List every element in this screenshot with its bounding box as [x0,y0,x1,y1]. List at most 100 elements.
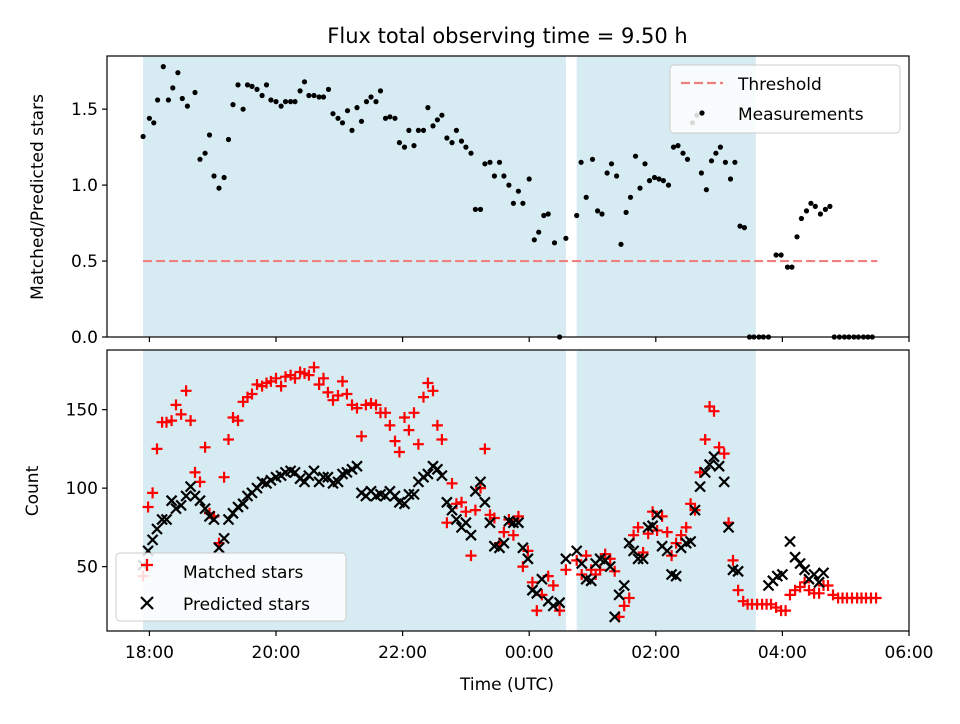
predicted-star-point [713,460,725,472]
measurement-point [526,176,532,182]
predicted-star-point [703,458,716,471]
matched-star-point [194,476,206,488]
measurement-point [778,252,784,258]
measurement-point [363,99,370,105]
x-tick-label: 20:00 [252,643,301,663]
matched-star-point [246,388,258,400]
measurement-point [165,97,171,103]
matched-star-point [337,375,348,387]
measurement-point [240,106,246,112]
predicted-star-point [813,576,825,589]
matched-star-point [332,390,344,401]
predicted-star-point [474,476,487,488]
predicted-star-point [194,494,206,507]
predicted-star-point [808,568,820,581]
matched-star-point [531,605,543,617]
measurement-point [536,229,542,235]
predicted-star-point [389,490,401,502]
measurement-point [651,174,658,181]
predicted-star-point [732,565,744,578]
predicted-star-point [351,460,363,472]
predicted-star-point [637,553,649,565]
predicted-star-point [403,488,415,501]
predicted-star-point [708,450,720,463]
measurement-point [491,173,497,179]
matched-star-point [322,386,334,398]
measurement-point [506,182,512,188]
measurement-point [216,185,222,191]
predicted-star-point [613,589,625,601]
measurement-point [170,85,176,91]
y-tick-label: 0.0 [71,328,98,348]
predicted-star-point [180,490,192,502]
x-tick-label: 18:00 [125,643,174,663]
measurement-point [595,208,601,214]
measurement-point [392,115,398,121]
matched-star-point [469,504,481,516]
predicted-star-point [651,509,663,521]
measurement-point [623,209,629,215]
measurement-point [708,158,715,164]
measurement-point [589,156,596,162]
predicted-star-point [536,573,548,585]
measurement-point [472,206,478,212]
top-axes-frame [106,55,910,338]
legend-predicted-swatch [140,596,154,610]
measurement-point [179,95,185,102]
measurement-point [339,120,346,126]
predicted-star-point [317,471,330,483]
measurement-point [358,118,365,124]
measurement-point [244,82,251,88]
measurement-point [140,133,146,140]
predicted-star-point [689,504,701,516]
measurement-point [798,215,805,222]
legend-threshold-label: Threshold [737,75,822,95]
matched-stars-points [137,361,882,623]
predicted-star-point [699,466,711,479]
measurement-point [477,206,484,212]
predicted-star-point [531,587,543,600]
matched-star-point [870,592,882,604]
predicted-star-point [175,499,187,512]
measurement-point [784,264,791,270]
measurement-point [211,173,217,179]
matched-star-point [161,416,172,428]
matched-star-point [623,592,635,604]
measurement-point [382,115,389,121]
matched-star-point [313,379,325,390]
measurement-point [175,70,181,76]
predicted-star-point [479,496,491,509]
matched-star-point [170,399,182,411]
measurement-point [803,208,810,214]
predicted-star-point [646,520,659,532]
predicted-star-point [170,502,182,515]
measurement-point [184,103,190,109]
matched-star-point [270,372,282,384]
matched-star-point [571,554,583,566]
measurement-point [401,144,408,150]
predicted-star-point [465,529,477,541]
top-y-ticks: 0.0 0.5 1.0 1.5 [71,100,107,348]
matched-star-point [594,564,606,576]
matched-star-point [727,554,739,566]
x-tick-label: 06:00 [885,643,934,663]
matched-star-point [431,419,443,431]
matched-star-point [351,402,363,414]
matched-star-point [275,380,287,392]
measurement-point [249,83,255,89]
measurement-point [311,92,317,99]
matched-star-point [507,529,519,541]
measurement-point [396,140,402,146]
measurement-point [335,115,341,121]
observing-span [143,56,566,337]
predicted-star-point [553,596,566,609]
matched-star-point [460,506,472,518]
matched-star-point [632,521,644,533]
top-legend: Threshold Measurements [669,64,901,134]
matched-star-point [699,434,711,445]
measurement-point [808,200,814,206]
measurement-point [160,64,166,70]
measurement-point [703,187,710,193]
measurement-point [373,99,379,105]
